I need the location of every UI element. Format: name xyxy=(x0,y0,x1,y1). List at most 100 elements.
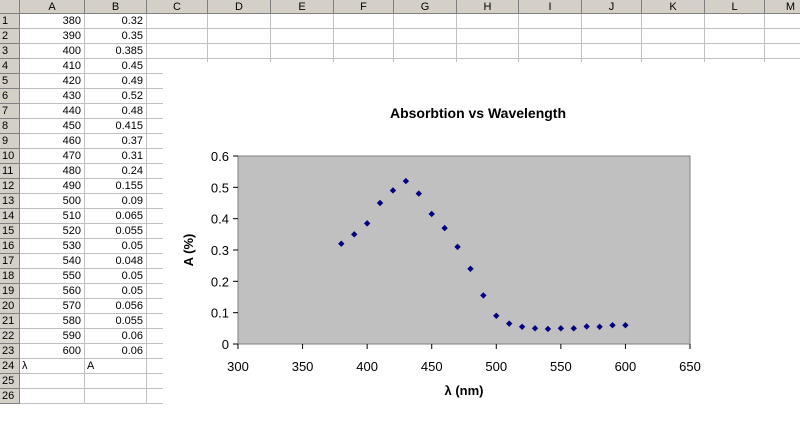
cell-a12[interactable]: 490 xyxy=(20,179,85,194)
data-point[interactable] xyxy=(467,265,474,272)
row-header-22[interactable]: 22 xyxy=(0,329,20,344)
cell-a25[interactable] xyxy=(20,374,85,389)
cell-b1[interactable]: 0.32 xyxy=(85,14,147,29)
cell-a11[interactable]: 480 xyxy=(20,164,85,179)
cell-b9[interactable]: 0.37 xyxy=(85,134,147,149)
row-header-18[interactable]: 18 xyxy=(0,269,20,284)
cell-c3[interactable] xyxy=(147,44,208,59)
cell-a17[interactable]: 540 xyxy=(20,254,85,269)
cell-b7[interactable]: 0.48 xyxy=(85,104,147,119)
row-header-20[interactable]: 20 xyxy=(0,299,20,314)
cell-b21[interactable]: 0.055 xyxy=(85,314,147,329)
row-header-10[interactable]: 10 xyxy=(0,149,20,164)
row-header-12[interactable]: 12 xyxy=(0,179,20,194)
cell-c1[interactable] xyxy=(147,14,208,29)
cell-a3[interactable]: 400 xyxy=(20,44,85,59)
data-point[interactable] xyxy=(609,322,616,329)
cell-d1[interactable] xyxy=(208,14,271,29)
cell-e3[interactable] xyxy=(271,44,334,59)
column-header-j[interactable]: J xyxy=(582,0,642,14)
cell-l3[interactable] xyxy=(705,44,765,59)
data-point[interactable] xyxy=(493,312,500,319)
cell-b12[interactable]: 0.155 xyxy=(85,179,147,194)
cell-b25[interactable] xyxy=(85,374,147,389)
data-point[interactable] xyxy=(596,323,603,330)
data-point[interactable] xyxy=(402,177,410,185)
cell-f2[interactable] xyxy=(334,29,394,44)
cell-b18[interactable]: 0.05 xyxy=(85,269,147,284)
row-header-16[interactable]: 16 xyxy=(0,239,20,254)
cell-a6[interactable]: 430 xyxy=(20,89,85,104)
cell-b14[interactable]: 0.065 xyxy=(85,209,147,224)
column-header-k[interactable]: K xyxy=(642,0,705,14)
cell-a9[interactable]: 460 xyxy=(20,134,85,149)
cell-i1[interactable] xyxy=(519,14,582,29)
cell-h2[interactable] xyxy=(457,29,519,44)
cell-a1[interactable]: 380 xyxy=(20,14,85,29)
cell-e1[interactable] xyxy=(271,14,334,29)
cell-a22[interactable]: 590 xyxy=(20,329,85,344)
cell-a10[interactable]: 470 xyxy=(20,149,85,164)
column-header-f[interactable]: F xyxy=(334,0,394,14)
data-point[interactable] xyxy=(506,320,513,327)
data-point[interactable] xyxy=(351,231,358,238)
cell-h3[interactable] xyxy=(457,44,519,59)
cell-b2[interactable]: 0.35 xyxy=(85,29,147,44)
column-header-e[interactable]: E xyxy=(271,0,334,14)
cell-k2[interactable] xyxy=(642,29,705,44)
row-header-21[interactable]: 21 xyxy=(0,314,20,329)
cell-a18[interactable]: 550 xyxy=(20,269,85,284)
row-header-19[interactable]: 19 xyxy=(0,284,20,299)
cell-m2[interactable] xyxy=(765,29,800,44)
cell-b20[interactable]: 0.056 xyxy=(85,299,147,314)
data-point[interactable] xyxy=(544,325,552,333)
cell-h1[interactable] xyxy=(457,14,519,29)
cell-i3[interactable] xyxy=(519,44,582,59)
column-header-g[interactable]: G xyxy=(394,0,457,14)
row-header-7[interactable]: 7 xyxy=(0,104,20,119)
cell-i2[interactable] xyxy=(519,29,582,44)
cell-a15[interactable]: 520 xyxy=(20,224,85,239)
cell-b22[interactable]: 0.06 xyxy=(85,329,147,344)
cell-b10[interactable]: 0.31 xyxy=(85,149,147,164)
cell-g3[interactable] xyxy=(394,44,457,59)
cell-a5[interactable]: 420 xyxy=(20,74,85,89)
cell-j1[interactable] xyxy=(582,14,642,29)
column-header-h[interactable]: H xyxy=(457,0,519,14)
cell-b6[interactable]: 0.52 xyxy=(85,89,147,104)
row-header-9[interactable]: 9 xyxy=(0,134,20,149)
row-header-3[interactable]: 3 xyxy=(0,44,20,59)
row-header-1[interactable]: 1 xyxy=(0,14,20,29)
cell-b16[interactable]: 0.05 xyxy=(85,239,147,254)
cell-b24[interactable]: A xyxy=(85,359,147,374)
data-point[interactable] xyxy=(441,224,448,232)
cell-b3[interactable]: 0.385 xyxy=(85,44,147,59)
cell-d2[interactable] xyxy=(208,29,271,44)
cell-a19[interactable]: 560 xyxy=(20,284,85,299)
column-header-a[interactable]: A xyxy=(20,0,85,14)
cell-b11[interactable]: 0.24 xyxy=(85,164,147,179)
cell-a16[interactable]: 530 xyxy=(20,239,85,254)
data-point[interactable] xyxy=(531,325,539,332)
cell-b13[interactable]: 0.09 xyxy=(85,194,147,209)
cell-g2[interactable] xyxy=(394,29,457,44)
cell-b15[interactable]: 0.055 xyxy=(85,224,147,239)
cell-j2[interactable] xyxy=(582,29,642,44)
cell-a14[interactable]: 510 xyxy=(20,209,85,224)
cell-a7[interactable]: 440 xyxy=(20,104,85,119)
column-header-i[interactable]: I xyxy=(519,0,582,14)
cell-a2[interactable]: 390 xyxy=(20,29,85,44)
cell-b23[interactable]: 0.06 xyxy=(85,344,147,359)
cell-b4[interactable]: 0.45 xyxy=(85,59,147,74)
column-header-d[interactable]: D xyxy=(208,0,271,14)
row-header-15[interactable]: 15 xyxy=(0,224,20,239)
data-point[interactable] xyxy=(389,187,397,194)
cell-a8[interactable]: 450 xyxy=(20,119,85,134)
cell-a21[interactable]: 580 xyxy=(20,314,85,329)
data-point[interactable] xyxy=(454,243,461,251)
cell-m3[interactable] xyxy=(765,44,800,59)
column-header-b[interactable]: B xyxy=(85,0,147,14)
cell-a20[interactable]: 570 xyxy=(20,299,85,314)
column-header-c[interactable]: C xyxy=(147,0,208,14)
row-header-8[interactable]: 8 xyxy=(0,119,20,134)
